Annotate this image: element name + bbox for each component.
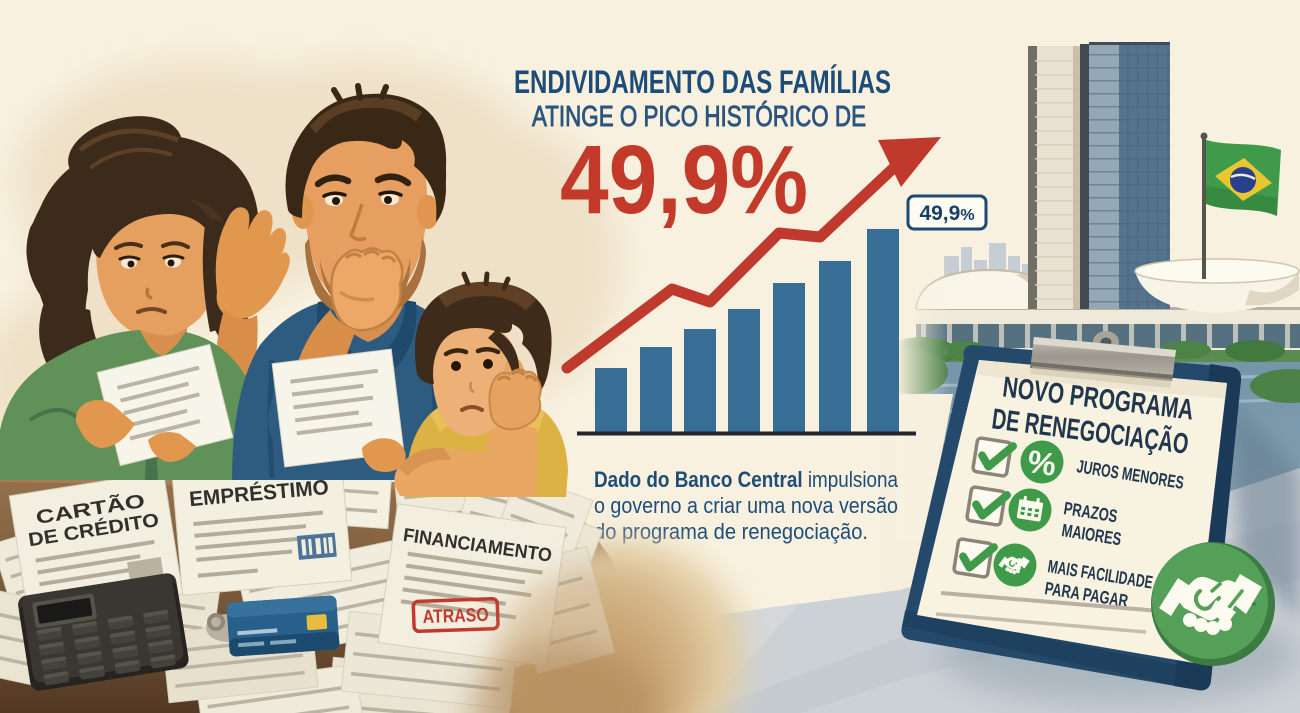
svg-text:o governo a criar uma nova ver: o governo a criar uma nova versão xyxy=(594,493,898,518)
svg-text:%: % xyxy=(1025,443,1059,483)
svg-text:do programa de renegociação.: do programa de renegociação. xyxy=(594,519,868,544)
svg-text:49,9%: 49,9% xyxy=(560,125,808,234)
svg-text:ENDIVIDAMENTO DAS FAMÍLIAS: ENDIVIDAMENTO DAS FAMÍLIAS xyxy=(514,64,891,100)
svg-text:49,9%: 49,9% xyxy=(919,202,974,225)
svg-text:Dado do Banco Central impulsio: Dado do Banco Central impulsiona xyxy=(594,467,898,492)
svg-text:ATRASO: ATRASO xyxy=(422,605,489,628)
svg-text:ATINGE O PICO HISTÓRICO DE: ATINGE O PICO HISTÓRICO DE xyxy=(532,101,866,133)
